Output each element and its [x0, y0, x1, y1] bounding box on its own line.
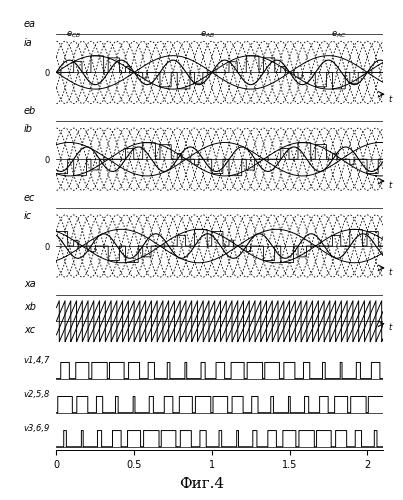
Text: ia: ia	[24, 38, 33, 48]
Text: ic: ic	[24, 212, 32, 222]
Text: Фиг.4: Фиг.4	[179, 476, 224, 490]
Text: xb: xb	[24, 302, 36, 312]
Text: $e_{CB}$: $e_{CB}$	[66, 30, 81, 40]
Text: $e_{AC}$: $e_{AC}$	[330, 30, 346, 40]
Text: eb: eb	[24, 106, 36, 116]
Text: xc: xc	[24, 325, 35, 335]
Text: v2,5,8: v2,5,8	[24, 390, 50, 399]
Text: t: t	[389, 182, 392, 190]
Text: ib: ib	[24, 124, 33, 134]
Text: t: t	[389, 322, 392, 332]
Text: v1,4,7: v1,4,7	[24, 356, 50, 364]
Text: $e_{AB}$: $e_{AB}$	[200, 30, 215, 40]
Text: t: t	[389, 268, 392, 277]
Text: t: t	[389, 94, 392, 104]
Text: v3,6,9: v3,6,9	[24, 424, 50, 433]
Text: xa: xa	[24, 280, 35, 289]
Text: ec: ec	[24, 193, 35, 203]
Text: ea: ea	[24, 19, 36, 29]
